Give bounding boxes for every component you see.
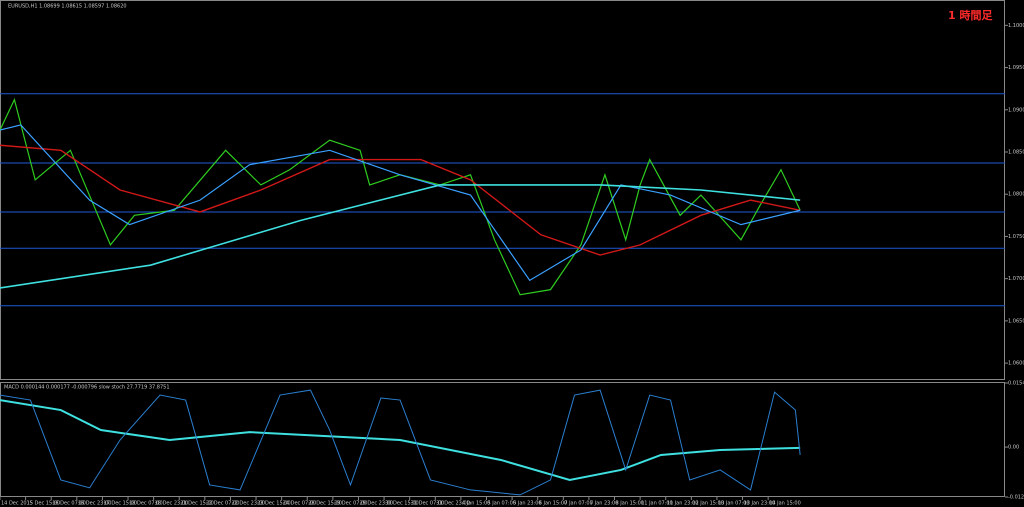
y-tick-label: 1.07000 bbox=[1008, 276, 1024, 282]
y-tick-label: 1.08500 bbox=[1008, 150, 1024, 156]
y-tick-label: 1.06000 bbox=[1008, 361, 1024, 367]
x-tick-label: 17 Dec 15:00 bbox=[103, 501, 137, 507]
x-tick-label: 6 Jan 15:00 bbox=[539, 501, 567, 507]
main-panel bbox=[0, 0, 1005, 380]
y-tick-label: 1.07500 bbox=[1008, 234, 1024, 240]
y-tick-label: 1.09000 bbox=[1008, 107, 1024, 113]
x-tick-label: 29 Dec 07:00 bbox=[334, 501, 368, 507]
series-line bbox=[0, 184, 801, 289]
series-line bbox=[0, 399, 801, 481]
main-title: EURUSD,H1 1.08699 1.08615 1.08597 1.0862… bbox=[8, 4, 127, 10]
x-tick-label: 5 Jan 07:00 bbox=[487, 501, 515, 507]
series-line bbox=[0, 97, 801, 296]
y-tick-label: 1.09500 bbox=[1008, 65, 1024, 71]
y-tick-label: 1.10000 bbox=[1008, 23, 1024, 29]
series-line bbox=[0, 144, 801, 256]
y-tick-label: 1.08000 bbox=[1008, 192, 1024, 198]
x-tick-label: 7 Jan 07:00 bbox=[564, 501, 592, 507]
x-tick-label: 5 Jan 23:00 bbox=[513, 501, 541, 507]
x-tick-label: 28 Dec 15:00 bbox=[308, 501, 342, 507]
y-tick-label: -0.012000 bbox=[1008, 495, 1024, 501]
x-tick-label: 13 Jan 07:00 bbox=[718, 501, 750, 507]
sub-panel bbox=[0, 382, 1005, 497]
x-tick-label: 15 Dec 15:00 bbox=[27, 501, 61, 507]
y-tick-label: 0.015400 bbox=[1008, 381, 1024, 387]
series-line bbox=[0, 389, 801, 496]
sub-title: MACD 0.000144 0.000177 -0.000796 slow st… bbox=[4, 385, 170, 391]
x-tick-label: 11 Jan 23:00 bbox=[667, 501, 699, 507]
x-tick-label: 22 Dec 23:00 bbox=[231, 501, 265, 507]
x-tick-label: 31 Dec 07:00 bbox=[411, 501, 445, 507]
annotation: 1 時間足 bbox=[948, 8, 993, 22]
y-tick-label: 1.06500 bbox=[1008, 318, 1024, 324]
x-tick-label: 4 Jan 15:00 bbox=[462, 501, 490, 507]
x-tick-label: 21 Dec 15:00 bbox=[180, 501, 214, 507]
x-tick-label: 29 Dec 23:00 bbox=[359, 501, 393, 507]
y-tick-label: 0.00 bbox=[1008, 445, 1019, 451]
x-tick-label: 8 Jan 15:00 bbox=[616, 501, 644, 507]
x-tick-label: 22 Dec 07:00 bbox=[206, 501, 240, 507]
x-tick-label: 31 Dec 23:00 bbox=[436, 501, 470, 507]
x-tick-label: 24 Dec 07:00 bbox=[283, 501, 317, 507]
x-tick-label: 14 Jan 15:00 bbox=[769, 501, 801, 507]
x-tick-label: 16 Dec 23:00 bbox=[78, 501, 112, 507]
x-tick-label: 12 Jan 15:00 bbox=[692, 501, 724, 507]
x-tick-label: 23 Dec 15:00 bbox=[257, 501, 291, 507]
x-tick-label: 14 Dec 2015 bbox=[1, 501, 33, 507]
series-line bbox=[0, 124, 801, 282]
x-tick-label: 11 Jan 07:00 bbox=[641, 501, 673, 507]
x-tick-label: 7 Jan 23:00 bbox=[590, 501, 618, 507]
x-tick-label: 18 Dec 07:00 bbox=[129, 501, 163, 507]
x-tick-label: 13 Jan 23:00 bbox=[744, 501, 776, 507]
x-tick-label: 16 Dec 07:00 bbox=[52, 501, 86, 507]
x-tick-label: 30 Dec 15:00 bbox=[385, 501, 419, 507]
x-tick-label: 18 Dec 23:00 bbox=[155, 501, 189, 507]
